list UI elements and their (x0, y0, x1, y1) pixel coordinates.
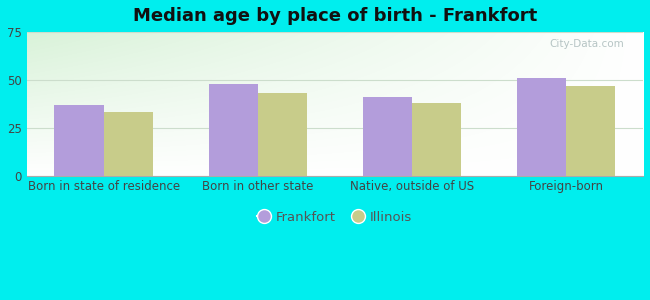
Bar (258, 93, 307, 176)
Bar (517, 78, 566, 176)
Title: Median age by place of birth - Frankfort: Median age by place of birth - Frankfort (133, 7, 537, 25)
Bar (363, 97, 412, 176)
Bar (209, 84, 258, 176)
Legend: Frankfort, Illinois: Frankfort, Illinois (252, 206, 418, 229)
Text: City-Data.com: City-Data.com (550, 39, 625, 49)
Bar (566, 86, 616, 176)
Bar (104, 112, 153, 176)
Bar (55, 105, 104, 176)
Bar (412, 103, 462, 176)
